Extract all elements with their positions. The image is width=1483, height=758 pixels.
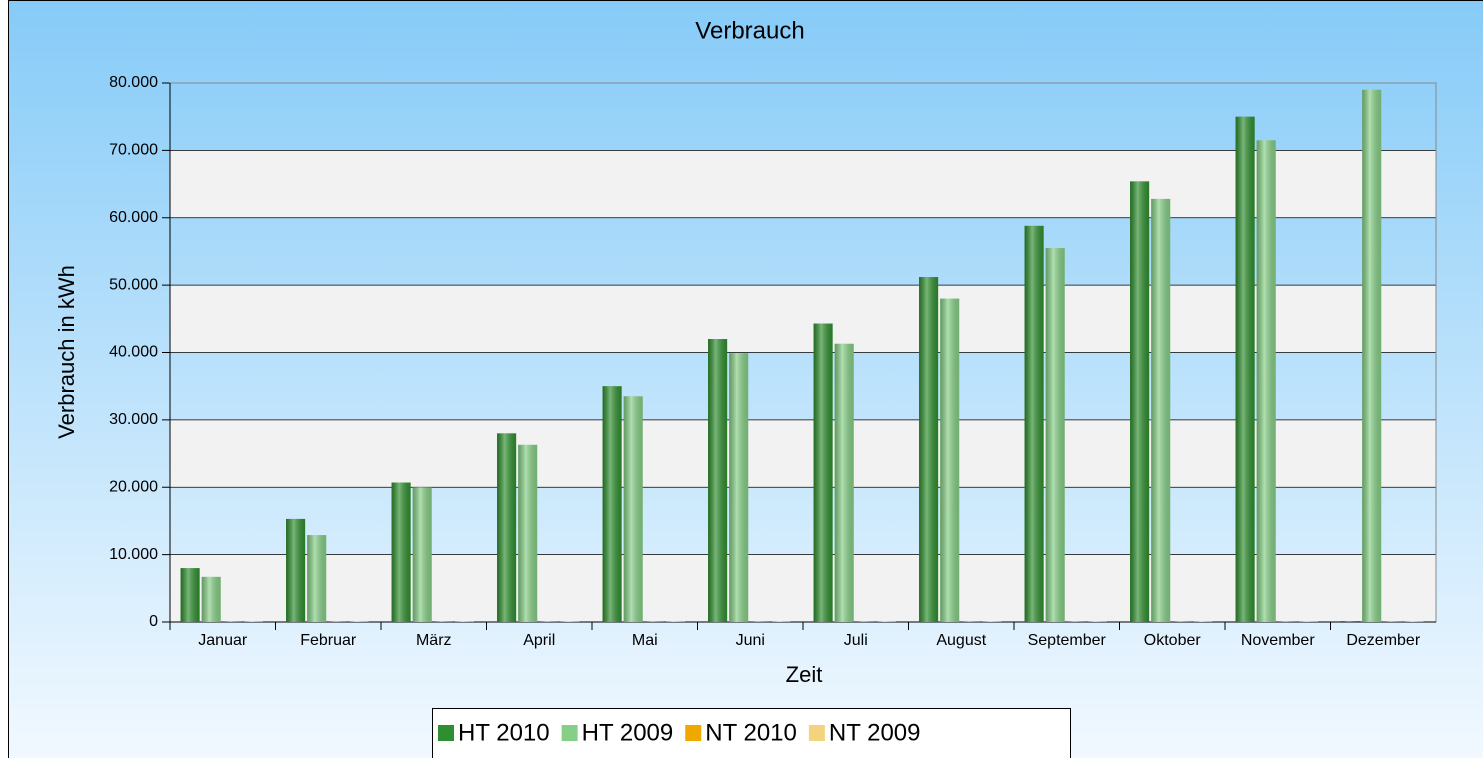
legend [432,708,1071,758]
bar-shine [518,444,538,622]
bar-shine [1172,621,1192,622]
legend-label: HT 2009 [582,719,674,746]
x-axis-title: Zeit [786,662,823,687]
bar-shine [644,621,664,622]
x-tick-label: Oktober [1144,632,1202,649]
bar-shine [771,621,791,622]
bar-shine [539,621,559,622]
bar-shine [497,433,517,622]
bar-shine [602,386,622,622]
bar-shine [729,353,749,622]
legend-label: NT 2010 [705,719,797,746]
legend-swatch [561,725,578,741]
bar-shine [623,396,643,622]
bar-shine [1066,621,1086,622]
bar-shine [919,277,939,622]
x-tick-label: April [523,632,555,649]
bar-shine [1256,140,1276,623]
bar-shine [243,621,263,622]
legend-label: NT 2009 [829,719,921,746]
bar-shine [391,482,411,622]
bar-shine [412,487,432,622]
x-tick-label: Mai [632,632,658,649]
bar-shine [222,621,242,622]
bar-shine [1404,621,1424,622]
legend-swatch [685,725,702,741]
x-tick-label: Juni [736,632,765,649]
plot-band [170,150,1436,218]
bar-shine [307,535,327,622]
plot-band [170,419,1436,488]
bar-shine [750,621,770,622]
bar-shine [1045,248,1065,622]
plot-band [170,554,1436,622]
x-tick-label: Juli [844,632,868,649]
bar-shine [1362,89,1382,623]
bar-shine [1151,198,1171,622]
x-tick-label: Januar [198,632,248,649]
bar-shine [1383,621,1403,622]
y-axis-title: Verbrauch in kWh [54,265,79,439]
y-tick-label: 0 [149,613,158,630]
x-tick-label: März [416,632,452,649]
legend-label: HT 2010 [458,719,550,746]
bar-shine [180,568,200,622]
bar-shine [961,621,981,622]
bar-shine [1087,621,1107,622]
bar-shine [1341,621,1361,622]
bar-shine [940,298,960,622]
y-tick-label: 30.000 [109,411,158,428]
bar-shine [1277,621,1297,622]
bar-shine [1130,181,1150,622]
plot-band [170,285,1436,353]
bar-shine [286,518,306,622]
bar-shine [349,621,369,622]
y-tick-label: 60.000 [109,209,158,226]
bar-shine [454,621,474,622]
x-tick-label: Dezember [1346,632,1420,649]
bar-shine [1024,225,1044,622]
x-tick-label: November [1241,632,1315,649]
legend-swatch [438,725,454,741]
bar-shine [665,621,685,622]
bar-shine [876,621,896,622]
bar-shine [834,343,854,622]
y-tick-label: 50.000 [109,276,158,293]
bar-shine [560,621,580,622]
bar-shine [982,621,1002,622]
x-tick-label: September [1028,632,1107,649]
y-tick-label: 80.000 [109,74,158,91]
bar-shine [1193,621,1213,622]
x-tick-label: August [936,632,986,649]
bar-shine [1298,621,1318,622]
y-tick-label: 70.000 [109,142,158,159]
y-tick-label: 10.000 [109,546,158,563]
y-tick-label: 20.000 [109,478,158,495]
x-tick-label: Februar [300,632,357,649]
bar-shine [328,621,348,622]
y-tick-label: 40.000 [109,344,158,361]
legend-swatch [808,725,825,741]
plot-area: 0 10.000 20.000 30.000 40.000 50.000 60.000 70.… [109,74,1437,649]
bar-shine [813,323,833,622]
bar-shine [708,339,728,622]
bar-shine [201,576,221,622]
bar-shine [433,621,453,622]
chart-title: Verbrauch [695,17,804,44]
bar-shine [855,621,875,622]
bar-shine [1235,116,1255,622]
